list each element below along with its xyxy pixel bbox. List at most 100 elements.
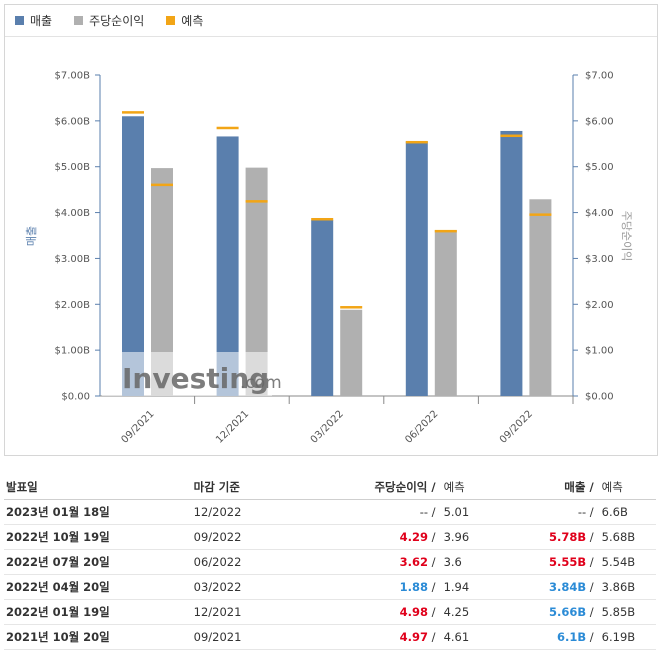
table-row: 2022년 04월 20일 03/2022 1.88 /1.94 3.84B /3.8… [4, 575, 656, 600]
earnings-chart-panel: 매출 주당순이익 예측 $0.00 $1.00B $2.00B $3.00B $4.00… [4, 4, 658, 456]
right-tick-label: $7.00 [585, 71, 614, 82]
table-row: 2022년 01월 19일 12/2021 4.98 /4.25 5.66B /5.8… [4, 600, 656, 625]
separator: / [428, 630, 436, 644]
cell-date: 2021년 10월 20일 [6, 630, 110, 644]
cell-eps-forecast: 3.96 [443, 530, 470, 544]
header-eps[interactable]: 주당순이익 / [374, 479, 436, 494]
separator: / [428, 530, 436, 544]
eps-bar [434, 229, 457, 396]
cell-eps: 1.88 / [312, 580, 439, 594]
cell-eps-value: 4.98 [399, 605, 429, 619]
cell-period: 03/2022 [193, 580, 242, 594]
header-eps-forecast[interactable]: 예측 [443, 479, 465, 494]
revenue-swatch [15, 16, 24, 25]
x-tick-label: 03/2022 [309, 409, 346, 446]
cell-revenue: 6.1B / [513, 630, 598, 644]
cell-revenue-value: -- [577, 505, 587, 519]
chart-legend: 매출 주당순이익 예측 [5, 5, 657, 37]
watermark-suffix: .com [240, 373, 282, 393]
legend-label-eps: 주당순이익 [89, 14, 145, 28]
cell-revenue-forecast: 5.54B [601, 555, 636, 569]
left-tick-label: $0.00 [61, 392, 90, 403]
revenue-bar [500, 130, 523, 396]
x-tick-label: 09/2021 [120, 409, 157, 446]
left-tick-label: $1.00B [55, 346, 91, 357]
right-tick-label: $6.00 [585, 116, 614, 127]
cell-revenue-value: 6.1B [557, 630, 587, 644]
separator: / [586, 530, 594, 544]
x-tick-label: 09/2022 [498, 409, 535, 446]
table-row: 2021년 10월 20일 09/2021 4.97 /4.61 6.1B /6.19… [4, 625, 656, 650]
left-tick-label: $2.00B [55, 300, 91, 311]
left-tick-label: $6.00B [55, 116, 91, 127]
eps-bar [529, 199, 552, 396]
revenue-bar [216, 136, 239, 396]
forecast-swatch [166, 16, 176, 25]
watermark-backdrop [102, 352, 272, 396]
eps-forecast-mark [434, 229, 457, 233]
earnings-table: 발표일 마감 기준 주당순이익 / 예측 매출 / 예측 2023년 01월 1… [4, 474, 656, 650]
table-row: 2022년 10월 19일 09/2022 4.29 /3.96 5.78B /5.6… [4, 525, 656, 550]
revenue-forecast-mark [311, 217, 334, 221]
eps-forecast-mark [151, 183, 173, 187]
table-row: 2023년 01월 18일 12/2022 -- /5.01 -- /6.6B [4, 500, 656, 525]
revenue-bar [311, 219, 334, 396]
cell-date: 2022년 10월 19일 [6, 530, 110, 544]
cell-revenue-forecast: 6.19B [601, 630, 636, 644]
header-period[interactable]: 마감 기준 [193, 479, 240, 494]
revenue-forecast-mark [216, 126, 239, 130]
right-tick-label: $4.00 [585, 208, 614, 219]
cell-revenue: 5.55B / [513, 555, 598, 569]
header-revenue[interactable]: 매출 / [564, 479, 594, 494]
eps-forecast-mark [529, 213, 552, 216]
eps-forecast-mark [340, 306, 363, 309]
eps-forecast-mark [245, 200, 268, 203]
separator: / [428, 580, 436, 594]
separator: / [428, 555, 436, 569]
left-tick-label: $3.00B [55, 254, 91, 265]
cell-period: 09/2022 [193, 530, 242, 544]
cell-eps: -- / [312, 505, 439, 519]
cell-date: 2022년 04월 20일 [6, 580, 110, 594]
cell-eps-forecast: 5.01 [443, 505, 470, 519]
right-tick-label: $2.00 [585, 300, 614, 311]
legend-item-eps[interactable]: 주당순이익 [74, 12, 144, 29]
table-row: 2022년 07월 20일 06/2022 3.62 /3.6 5.55B /5.54… [4, 550, 656, 575]
eps-bar [151, 168, 173, 396]
cell-date: 2022년 01월 19일 [6, 605, 110, 619]
cell-revenue-value: 3.84B [549, 580, 587, 594]
y-axis-title: 매출 [25, 226, 38, 246]
separator: / [586, 605, 594, 619]
x-tick-label: 12/2021 [214, 409, 251, 446]
revenue-bar [122, 116, 144, 397]
x-tick-label: 06/2022 [403, 409, 440, 446]
header-date[interactable]: 발표일 [6, 479, 38, 494]
separator: / [586, 555, 594, 569]
right-tick-label: $3.00 [585, 254, 614, 265]
cell-revenue: 5.78B / [513, 530, 598, 544]
cell-eps-value: 3.62 [399, 555, 429, 569]
cell-revenue-value: 5.66B [549, 605, 587, 619]
revenue-forecast-mark [122, 111, 144, 114]
legend-label-revenue: 매출 [30, 14, 53, 28]
revenue-forecast-mark [405, 140, 428, 144]
cell-revenue: -- / [513, 505, 598, 519]
separator: / [428, 505, 436, 519]
header-revenue-forecast[interactable]: 예측 [601, 479, 623, 494]
left-tick-label: $7.00B [55, 71, 91, 82]
cell-revenue: 3.84B / [513, 580, 598, 594]
revenue-forecast-mark [500, 134, 523, 138]
cell-revenue-value: 5.55B [549, 555, 587, 569]
legend-item-revenue[interactable]: 매출 [15, 12, 52, 29]
cell-date: 2022년 07월 20일 [6, 555, 110, 569]
legend-label-forecast: 예측 [181, 14, 204, 28]
cell-eps-forecast: 4.25 [443, 605, 470, 619]
cell-eps-forecast: 1.94 [443, 580, 470, 594]
separator: / [586, 630, 594, 644]
legend-item-forecast[interactable]: 예측 [166, 12, 203, 29]
table-body: 2023년 01월 18일 12/2022 -- /5.01 -- /6.6B 2022… [4, 500, 656, 650]
cell-eps: 3.62 / [312, 555, 439, 569]
table-header: 발표일 마감 기준 주당순이익 / 예측 매출 / 예측 [4, 474, 656, 500]
cell-eps-value: 4.97 [399, 630, 429, 644]
cell-revenue-forecast: 3.86B [601, 580, 636, 594]
